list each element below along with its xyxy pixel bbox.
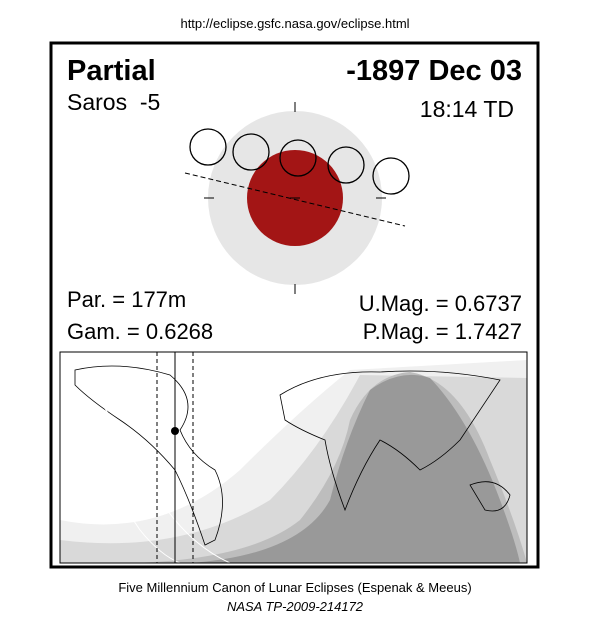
source-url: http://eclipse.gsfc.nasa.gov/eclipse.htm… [180,16,409,31]
time: 18:14 TD [420,96,514,122]
eclipse-date: -1897 Dec 03 [346,55,522,87]
saros: Saros -5 [67,89,160,115]
umbral-magnitude: U.Mag. = 0.6737 [359,291,522,316]
penumbral-magnitude: P.Mag. = 1.7427 [363,319,522,344]
eclipse-type: Partial [67,55,156,87]
eclipse-geometry [184,102,410,294]
footer-publication: NASA TP-2009-214172 [227,599,364,614]
visibility-map [59,351,528,564]
footer-credit: Five Millennium Canon of Lunar Eclipses … [118,580,471,595]
gamma: Gam. = 0.6268 [67,319,213,344]
duration: Par. = 177m [67,287,186,312]
